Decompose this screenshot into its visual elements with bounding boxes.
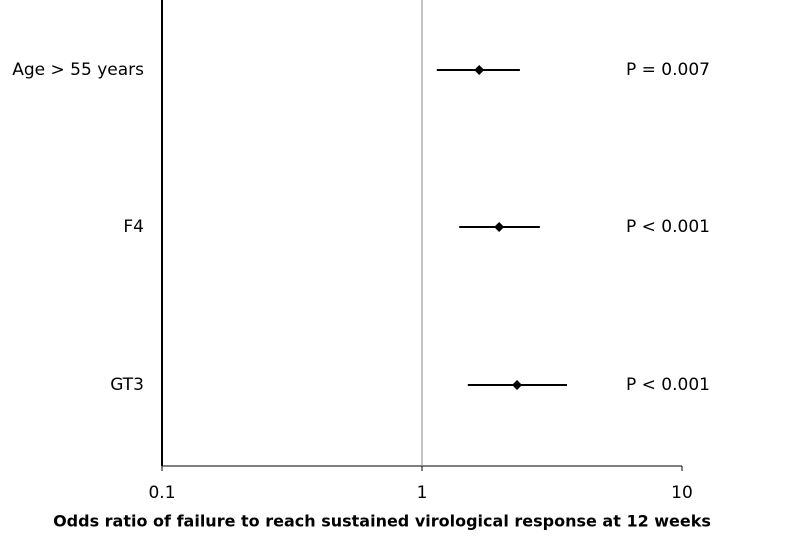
point-estimate	[494, 222, 505, 232]
category-label: Age > 55 years	[12, 60, 144, 80]
p-value-label: P < 0.001	[626, 375, 710, 395]
x-tick-label: 10	[671, 483, 693, 503]
point-estimate	[512, 380, 523, 390]
category-label: F4	[123, 217, 144, 237]
point-estimate	[474, 65, 485, 75]
x-tick-label: 1	[417, 483, 428, 503]
x-axis-label: Odds ratio of failure to reach sustained…	[53, 512, 711, 531]
x-tick-label: 0.1	[148, 483, 175, 503]
p-value-label: P < 0.001	[626, 217, 710, 237]
p-value-label: P = 0.007	[626, 60, 710, 80]
category-label: GT3	[110, 375, 144, 395]
